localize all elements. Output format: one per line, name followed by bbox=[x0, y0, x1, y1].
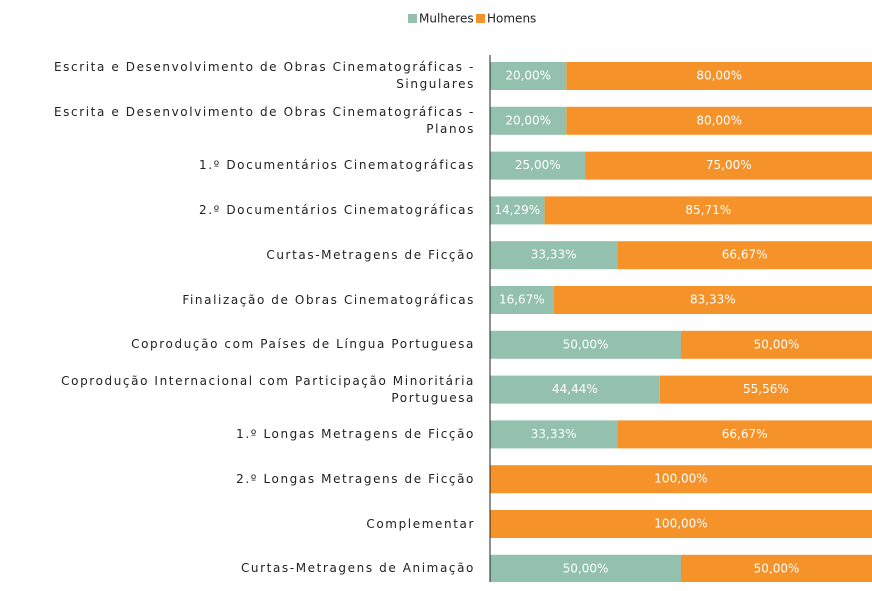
value-label: 50,00% bbox=[563, 337, 609, 351]
category-label: Coprodução Internacional com Participaçã… bbox=[4, 368, 475, 412]
value-label: 50,00% bbox=[563, 561, 609, 575]
legend-label: Homens bbox=[487, 12, 536, 26]
category-label: 1.º Longas Metragens de Ficção bbox=[4, 412, 475, 456]
value-label: 50,00% bbox=[754, 561, 800, 575]
category-label: 2.º Longas Metragens de Ficção bbox=[4, 457, 475, 501]
category-text: Complementar bbox=[366, 516, 475, 533]
category-label: Escrita e Desenvolvimento de Obras Cinem… bbox=[4, 54, 475, 98]
value-label: 25,00% bbox=[515, 158, 561, 172]
category-text: Escrita e Desenvolvimento de Obras Cinem… bbox=[4, 59, 475, 93]
value-label: 75,00% bbox=[706, 158, 752, 172]
category-label: Escrita e Desenvolvimento de Obras Cinem… bbox=[4, 99, 475, 143]
category-label: Coprodução com Países de Língua Portugue… bbox=[4, 323, 475, 367]
category-label: Curtas-Metragens de Ficção bbox=[4, 233, 475, 277]
value-label: 33,33% bbox=[531, 427, 577, 441]
legend-label: Mulheres bbox=[419, 12, 474, 26]
value-label: 44,44% bbox=[552, 382, 598, 396]
category-label: 1.º Documentários Cinematográficas bbox=[4, 144, 475, 188]
category-text: 1.º Longas Metragens de Ficção bbox=[236, 426, 475, 443]
value-label: 14,29% bbox=[494, 203, 540, 217]
value-label: 20,00% bbox=[505, 113, 551, 127]
value-label: 80,00% bbox=[696, 113, 742, 127]
category-text: Coprodução Internacional com Participaçã… bbox=[4, 373, 475, 407]
legend-swatch bbox=[476, 14, 485, 23]
category-text: 2.º Longas Metragens de Ficção bbox=[236, 471, 475, 488]
value-label: 100,00% bbox=[654, 517, 707, 531]
value-label: 50,00% bbox=[754, 337, 800, 351]
value-label: 33,33% bbox=[531, 248, 577, 262]
category-text: 2.º Documentários Cinematográficas bbox=[199, 202, 475, 219]
value-label: 85,71% bbox=[685, 203, 731, 217]
category-label: Finalização de Obras Cinematográficas bbox=[4, 278, 475, 322]
category-text: Coprodução com Países de Língua Portugue… bbox=[131, 336, 475, 353]
category-text: 1.º Documentários Cinematográficas bbox=[199, 157, 475, 174]
category-label: Curtas-Metragens de Animação bbox=[4, 547, 475, 591]
value-label: 66,67% bbox=[722, 427, 768, 441]
category-text: Finalização de Obras Cinematográficas bbox=[182, 292, 475, 309]
value-label: 55,56% bbox=[743, 382, 789, 396]
value-label: 83,33% bbox=[690, 293, 736, 307]
value-label: 100,00% bbox=[654, 472, 707, 486]
legend-swatch bbox=[408, 14, 417, 23]
value-label: 66,67% bbox=[722, 248, 768, 262]
category-label: 2.º Documentários Cinematográficas bbox=[4, 188, 475, 232]
category-text: Curtas-Metragens de Animação bbox=[241, 560, 475, 577]
category-text: Escrita e Desenvolvimento de Obras Cinem… bbox=[4, 104, 475, 138]
category-label: Complementar bbox=[4, 502, 475, 546]
value-label: 20,00% bbox=[505, 69, 551, 83]
category-text: Curtas-Metragens de Ficção bbox=[266, 247, 475, 264]
value-label: 16,67% bbox=[499, 293, 545, 307]
value-label: 80,00% bbox=[696, 69, 742, 83]
